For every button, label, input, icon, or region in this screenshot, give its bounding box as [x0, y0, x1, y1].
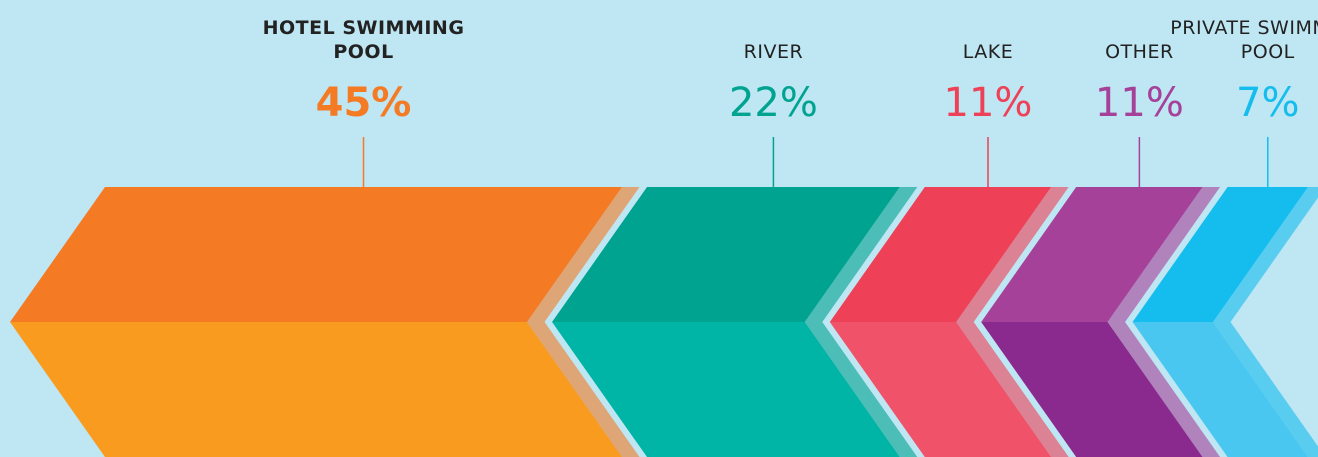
- value-label: 45%: [315, 80, 412, 126]
- value-label: 11%: [1094, 80, 1184, 126]
- chevron-bottom: [829, 322, 1052, 457]
- category-label: OTHER: [1105, 41, 1174, 63]
- chevron-bottom: [552, 322, 900, 457]
- chevron-top: [829, 187, 1052, 322]
- chevron-bottom: [1132, 322, 1308, 457]
- category-label: LAKE: [962, 41, 1014, 63]
- category-label: PRIVATE SWIMMING POOL: [1170, 17, 1318, 63]
- category-label: HOTEL SWIMMING POOL: [262, 17, 465, 63]
- value-label: 22%: [728, 80, 818, 126]
- value-label: 11%: [943, 80, 1033, 126]
- chevron-top: [10, 187, 623, 322]
- category-label: RIVER: [743, 41, 804, 63]
- value-label: 7%: [1236, 80, 1300, 126]
- chevron-bottom: [10, 322, 623, 457]
- chevron-top: [552, 187, 900, 322]
- chevron-top: [981, 187, 1203, 322]
- chevron-top: [1132, 187, 1308, 322]
- chevron-bottom: [981, 322, 1203, 457]
